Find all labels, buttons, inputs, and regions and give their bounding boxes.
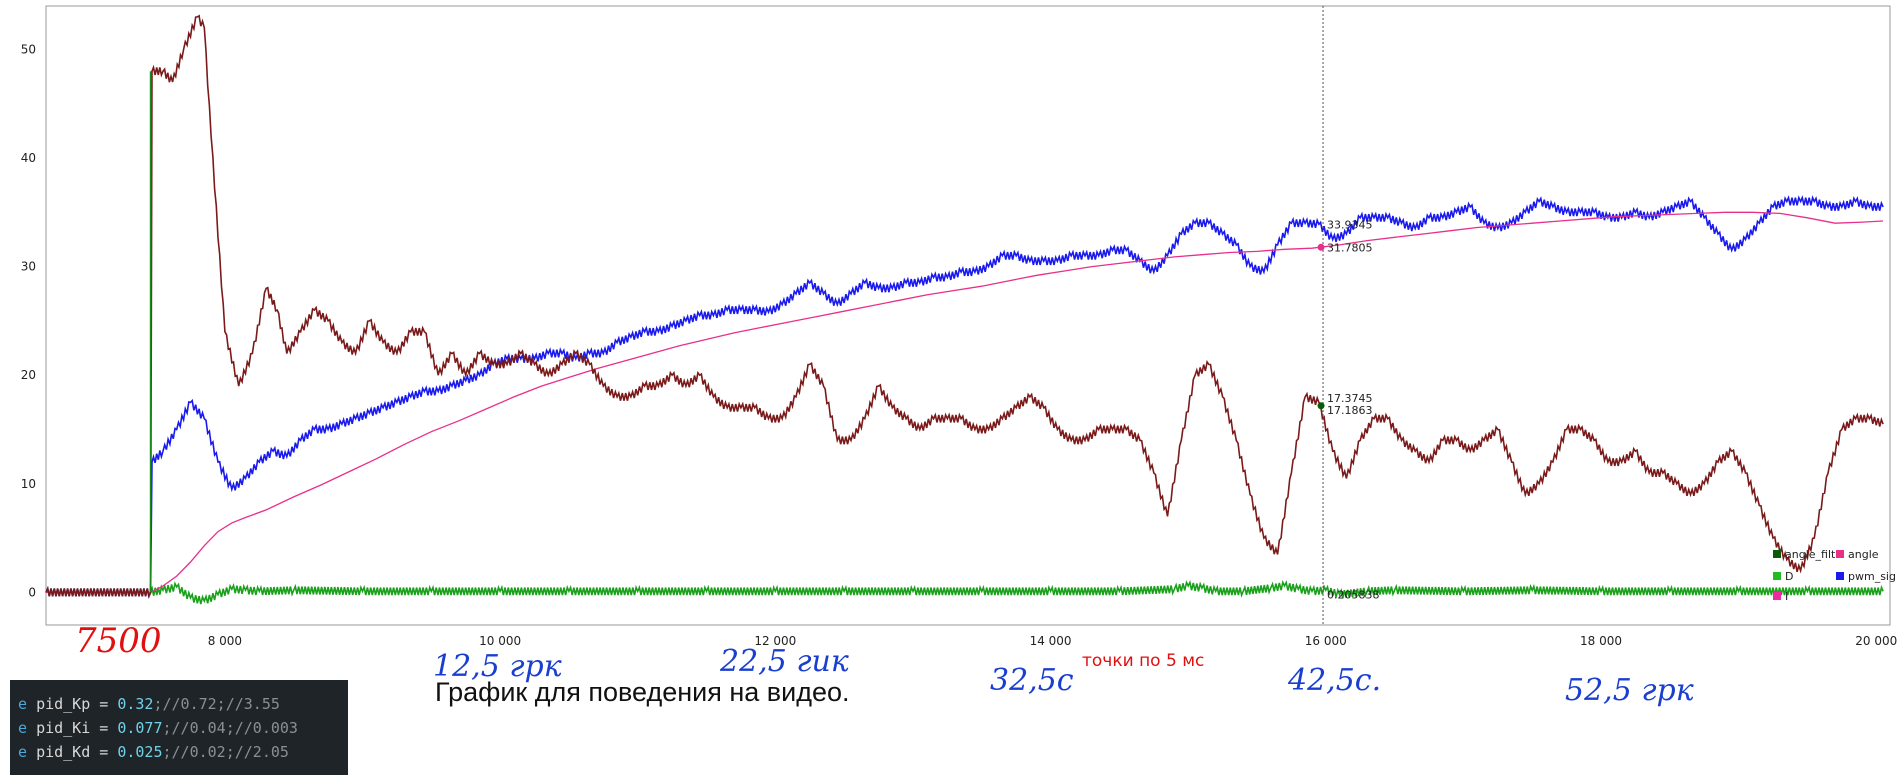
legend: angle_filt angle D pwm_sig I bbox=[1773, 548, 1896, 603]
code-comment: ;//0.02;//2.05 bbox=[162, 743, 289, 761]
y-tick-label: 30 bbox=[21, 260, 36, 274]
code-eq: = bbox=[90, 743, 118, 761]
legend-label-I: I bbox=[1785, 590, 1788, 603]
time-mark-5: 52,5 грк bbox=[1565, 673, 1694, 708]
series-pwm_sig bbox=[45, 195, 1884, 599]
code-value: 0.025 bbox=[117, 743, 163, 761]
code-line-kp: e pid_Kp = 0.32;//0.72;//3.55 bbox=[10, 692, 348, 716]
y-tick-label: 0 bbox=[28, 585, 36, 599]
plot-frame bbox=[45, 5, 1891, 626]
time-mark-3: 32,5с bbox=[990, 663, 1074, 698]
y-tick-label: 40 bbox=[21, 151, 36, 165]
code-eq: = bbox=[90, 695, 118, 713]
legend-label-pwm-sig: pwm_sig bbox=[1848, 570, 1896, 583]
cursor-point-angle-filt bbox=[1317, 402, 1325, 410]
x-tick-label: 16 000 bbox=[1305, 634, 1347, 648]
code-var: pid_Ki bbox=[36, 719, 91, 737]
cursor-point-angle bbox=[1317, 243, 1325, 251]
code-comment: ;//0.04;//0.003 bbox=[162, 719, 298, 737]
legend-swatch-D bbox=[1773, 572, 1781, 580]
x-tick-label: 18 000 bbox=[1580, 634, 1622, 648]
legend-swatch-pwm-sig bbox=[1836, 572, 1844, 580]
x-tick-label: 8 000 bbox=[208, 634, 242, 648]
legend-swatch-angle-filt bbox=[1773, 550, 1781, 558]
y-tick-label: 20 bbox=[21, 368, 36, 382]
y-tick-label: 10 bbox=[21, 477, 36, 491]
cursor-readout: 33.9345 bbox=[1327, 218, 1373, 231]
x-tick-label: 20 000 bbox=[1855, 634, 1897, 648]
series-lines bbox=[45, 14, 1884, 605]
code-var: pid_Kp bbox=[36, 695, 91, 713]
code-var: pid_Kd bbox=[36, 743, 91, 761]
code-line-ki: e pid_Ki = 0.077;//0.04;//0.003 bbox=[10, 716, 348, 740]
time-mark-2: 22,5 гик bbox=[719, 644, 849, 679]
time-mark-1: 12,5 грк bbox=[433, 649, 562, 684]
sample-note: точки по 5 мс bbox=[1082, 651, 1204, 671]
axes bbox=[45, 5, 1891, 626]
x-tick-label: 10 000 bbox=[479, 634, 521, 648]
legend-swatch-angle bbox=[1836, 550, 1844, 558]
legend-swatch-I bbox=[1773, 592, 1781, 600]
code-prefix: e bbox=[18, 743, 28, 761]
legend-label-D: D bbox=[1785, 570, 1793, 583]
x-tick-label: 12 000 bbox=[754, 634, 796, 648]
start-mark: 7500 bbox=[75, 621, 162, 661]
series-angle_filt bbox=[45, 14, 1884, 599]
code-eq: = bbox=[90, 719, 118, 737]
code-prefix: e bbox=[18, 719, 28, 737]
code-comment: ;//0.72;//3.55 bbox=[153, 695, 280, 713]
series-D bbox=[45, 579, 1884, 605]
time-mark-4: 42,5с. bbox=[1287, 663, 1381, 698]
code-value: 0.077 bbox=[117, 719, 163, 737]
code-prefix: e bbox=[18, 695, 28, 713]
caption: График для поведения на видео. bbox=[435, 677, 850, 707]
y-tick-label: 50 bbox=[21, 42, 36, 56]
cursor-readout: 17.3745 bbox=[1327, 392, 1373, 405]
code-value: 0.32 bbox=[117, 695, 154, 713]
series-angle bbox=[46, 211, 1884, 594]
legend-label-angle-filt: angle_filt bbox=[1785, 548, 1836, 561]
x-tick-label: 14 000 bbox=[1030, 634, 1072, 648]
y-tick-labels: 0 10 20 30 40 50 bbox=[21, 42, 36, 599]
cursor-readout: 17.1863 bbox=[1327, 404, 1373, 417]
code-line-kd: e pid_Kd = 0.025;//0.02;//2.05 bbox=[10, 740, 348, 764]
code-snippet: e pid_Kp = 0.32;//0.72;//3.55 e pid_Ki =… bbox=[10, 680, 348, 775]
cursor-readout: 0.205838 bbox=[1327, 589, 1380, 602]
x-tick-labels: 8 000 10 000 12 000 14 000 16 000 18 000 20 00… bbox=[208, 634, 1898, 648]
cursor-readout: 31.7805 bbox=[1327, 241, 1373, 254]
legend-label-angle: angle bbox=[1848, 548, 1879, 561]
